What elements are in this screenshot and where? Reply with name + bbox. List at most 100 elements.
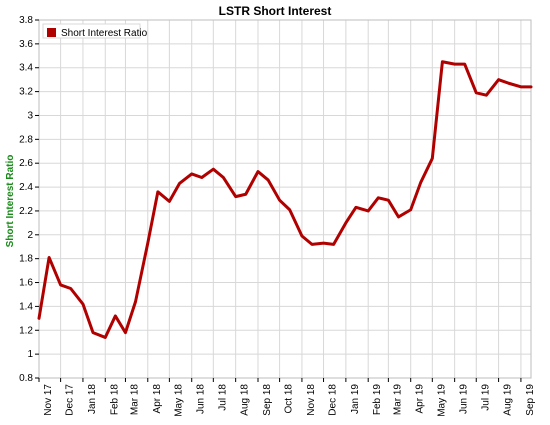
legend: Short Interest Ratio [42,23,148,39]
x-tick-label: Dec 17 [65,384,76,416]
short-interest-ratio-point [397,216,400,218]
short-interest-ratio-point [146,242,149,244]
short-interest-ratio-point [267,179,269,181]
x-tick-label: May 18 [173,384,184,417]
short-interest-ratio-point [257,170,259,173]
short-interest-ratio-point [168,200,171,203]
short-interest-ratio-point [332,243,335,246]
short-interest-ratio-point [301,235,303,237]
short-interest-ratio-point [530,86,532,88]
x-tick-label: Sep 18 [262,384,273,416]
short-interest-ratio-point [520,86,522,88]
y-tick-label: 0.8 [19,373,33,384]
short-interest-ratio-point [431,157,434,160]
x-tick-label: Jul 19 [480,384,491,411]
series-layer [37,60,533,339]
x-tick-label: Feb 19 [372,384,383,416]
x-tick-label: Jun 19 [459,384,470,414]
short-interest-ratio-point [377,197,380,199]
short-interest-ratio-point [222,176,225,179]
grid-lines [38,19,531,379]
x-tick-label: Apr 18 [152,384,163,414]
y-tick-label: 3.6 [19,39,33,50]
x-tick-label: Nov 17 [43,384,54,416]
short-interest-ratio-point [157,191,159,193]
y-tick-label: 1.2 [19,325,33,336]
short-interest-ratio-point [212,168,215,170]
legend-box [42,23,141,39]
x-tick-label: Aug 19 [503,384,514,416]
legend-swatch [47,28,56,37]
x-tick-label: Oct 18 [284,384,295,414]
short-interest-ratio-point [288,208,291,211]
short-interest-ratio-point [38,317,40,320]
x-tick-label: Aug 18 [240,384,251,416]
data-points [38,60,532,339]
y-tick-label: 2.8 [19,134,33,145]
short-interest-ratio-point [124,331,127,334]
short-interest-ratio-point [453,63,456,65]
short-interest-ratio-point [134,300,137,303]
short-interest-ratio-point [463,63,466,65]
x-tick-label: Jun 18 [196,384,207,414]
short-interest-ratio-point [419,181,422,184]
short-interest-ratio-point [82,303,84,305]
short-interest-ratio-point [507,82,510,85]
short-interest-ratio-point [92,331,94,334]
legend-label: Short Interest Ratio [61,28,148,39]
short-interest-ratio-point [475,91,478,94]
y-tick-label: 1.8 [19,254,33,265]
short-interest-ratio-point [234,195,237,198]
y-tick-label: 2.6 [19,158,33,169]
x-tick-label: Nov 18 [306,384,317,416]
y-tick-label: 1.6 [19,278,33,289]
y-tick-label: 2.4 [19,182,33,193]
short-interest-ratio-point [409,208,412,211]
chart-title: LSTR Short Interest [219,4,332,18]
y-tick-label: 3 [27,110,33,121]
short-interest-ratio-point [190,173,193,175]
short-interest-ratio-point [322,242,325,244]
short-interest-ratio-point [278,199,281,201]
short-interest-ratio-point [355,206,357,209]
short-interest-ratio-point [244,193,247,196]
x-tick-label: Jan 18 [87,384,98,414]
short-interest-ratio-point [311,243,313,246]
short-interest-ratio-point [345,222,347,224]
short-interest-ratio-point [104,336,107,339]
short-interest-ratio-point [441,60,444,63]
short-interest-ratio-point [201,176,203,179]
x-axis-ticks: Nov 17 Dec 17 Jan 18 Feb 18 Mar 18 Apr 18 May … [38,378,536,417]
x-tick-label: May 19 [436,384,447,417]
short-interest-ratio-point [387,199,390,201]
short-interest-ratio-point [178,182,181,185]
x-tick-label: Apr 19 [415,384,426,414]
y-axis-label: Short Interest Ratio [5,155,16,248]
short-interest-ratio-point [69,287,72,290]
x-tick-label: Jul 18 [217,384,228,411]
x-tick-label: Jan 19 [350,384,361,414]
short-interest-ratio-point [48,256,50,259]
x-tick-label: Mar 19 [392,384,403,416]
short-interest-ratio-point [59,284,62,286]
plot-frame [38,19,532,379]
y-tick-label: 3.8 [19,15,33,26]
y-tick-label: 1.4 [19,301,33,312]
x-tick-label: Dec 18 [328,384,339,416]
y-tick-label: 1 [27,349,33,360]
short-interest-ratio-point [114,315,117,317]
y-tick-label: 3.2 [19,87,33,98]
y-axis-ticks: 0.8 1 1.2 1.4 1.6 1.8 2 2.2 2.4 2.6 2.8 3 3.2 3.4 3.6 3… [19,15,39,384]
y-tick-label: 2.2 [19,206,33,217]
x-tick-label: Feb 18 [109,384,120,416]
short-interest-ratio-point [367,210,370,212]
short-interest-ratio-point [497,78,500,81]
x-tick-label: Mar 18 [129,384,140,416]
short-interest-ratio-point [485,94,488,96]
x-tick-label: Sep 19 [525,384,536,416]
y-tick-label: 2 [27,230,33,241]
y-tick-label: 3.4 [19,63,33,74]
short-interest-ratio-line [37,60,533,339]
